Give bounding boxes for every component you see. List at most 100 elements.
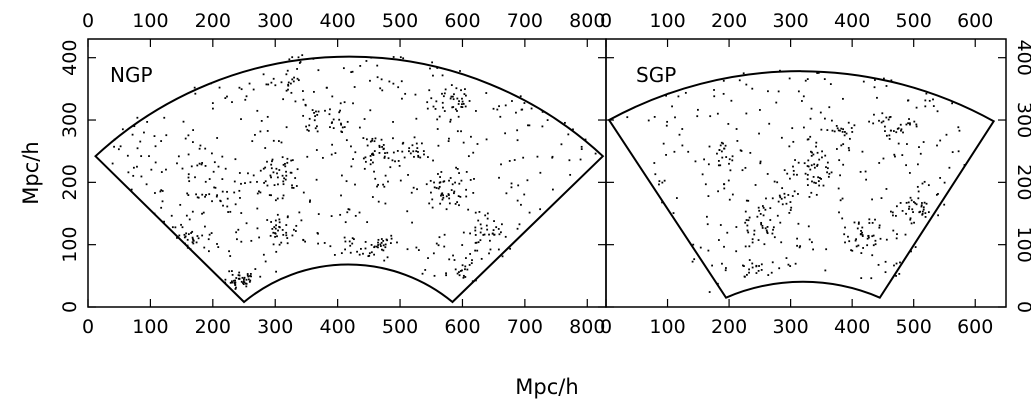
- sgp-galaxy-point: [827, 175, 830, 178]
- ngp-galaxy-point: [280, 241, 283, 244]
- sgp-galaxy-point: [725, 156, 728, 158]
- ngp-galaxy-point: [435, 242, 438, 245]
- ngp-xtick-label-top: 600: [444, 10, 480, 32]
- sgp-galaxy-point: [897, 142, 900, 145]
- ngp-galaxy-point: [234, 283, 237, 286]
- ngp-galaxy-point: [515, 111, 517, 114]
- ngp-galaxy-point: [546, 119, 549, 121]
- sgp-galaxy-point: [722, 142, 724, 145]
- ngp-galaxy-point: [382, 183, 385, 186]
- sgp-galaxy-point: [837, 187, 840, 190]
- sgp-galaxy-point: [917, 197, 920, 200]
- ngp-galaxy-point: [213, 161, 216, 164]
- sgp-galaxy-point: [744, 221, 747, 224]
- ngp-galaxy-point: [249, 273, 252, 275]
- sgp-galaxy-point: [807, 225, 810, 228]
- sgp-galaxy-point: [861, 231, 863, 234]
- sgp-galaxy-point: [921, 210, 924, 213]
- sgp-galaxy-point: [893, 153, 896, 156]
- ngp-galaxy-point: [468, 264, 471, 266]
- ngp-galaxy-point: [297, 79, 300, 82]
- ngp-galaxy-point: [292, 80, 295, 83]
- ngp-galaxy-point: [121, 128, 124, 131]
- ngp-galaxy-point: [289, 82, 292, 85]
- ngp-galaxy-point: [457, 115, 460, 118]
- ngp-galaxy-point: [486, 217, 489, 220]
- sgp-galaxy-point: [816, 72, 819, 74]
- sgp-galaxy-point: [894, 155, 896, 158]
- ngp-galaxy-point: [204, 180, 207, 183]
- ngp-galaxy-point: [277, 183, 279, 186]
- sgp-galaxy-point: [871, 221, 874, 224]
- ngp-galaxy-point: [212, 170, 215, 173]
- ngp-galaxy-point: [161, 200, 164, 203]
- sgp-galaxy-point: [691, 260, 694, 263]
- ngp-galaxy-point: [354, 214, 357, 217]
- ngp-galaxy-point: [190, 232, 192, 234]
- ngp-galaxy-point: [510, 182, 513, 185]
- ngp-galaxy-point: [381, 146, 384, 148]
- sgp-galaxy-point: [694, 160, 697, 163]
- ngp-survey-boundary: [94, 55, 605, 304]
- ngp-galaxy-point: [259, 130, 262, 133]
- ngp-galaxy-point: [208, 178, 211, 180]
- ngp-galaxy-point: [270, 167, 273, 170]
- ngp-galaxy-point: [401, 97, 403, 100]
- sgp-galaxy-point: [741, 169, 744, 172]
- ngp-galaxy-point: [458, 271, 460, 273]
- sgp-galaxy-point: [874, 243, 877, 246]
- ngp-galaxy-point: [384, 202, 387, 205]
- ngp-galaxy-point: [224, 167, 227, 170]
- ngp-galaxy-point: [380, 241, 383, 244]
- ngp-galaxy-point: [340, 252, 343, 255]
- ngp-galaxy-point: [302, 98, 305, 101]
- sgp-galaxy-point: [761, 205, 764, 207]
- ngp-galaxy-point: [187, 153, 190, 156]
- sgp-galaxy-point: [909, 218, 912, 221]
- ngp-galaxy-point: [245, 278, 248, 281]
- ngp-galaxy-point: [291, 159, 294, 162]
- ngp-galaxy-point: [520, 203, 522, 206]
- ngp-galaxy-point: [392, 56, 395, 58]
- ngp-galaxy-point: [163, 116, 166, 119]
- ngp-galaxy-point: [430, 191, 432, 194]
- ngp-galaxy-point: [194, 176, 196, 179]
- ngp-galaxy-point: [459, 70, 461, 72]
- ngp-galaxy-point: [186, 244, 189, 247]
- sgp-galaxy-point: [859, 170, 862, 173]
- ngp-xtick-label-top: 400: [320, 10, 356, 32]
- ngp-galaxy-point: [229, 210, 232, 213]
- sgp-galaxy-point: [789, 177, 791, 180]
- sgp-galaxy-point: [913, 221, 915, 224]
- sgp-galaxy-point: [948, 166, 951, 169]
- sgp-galaxy-point: [913, 201, 915, 203]
- sgp-galaxy-point: [751, 266, 754, 269]
- ngp-galaxy-point: [184, 242, 186, 245]
- ngp-galaxy-point: [417, 154, 420, 157]
- ngp-galaxy-point: [314, 115, 316, 118]
- ngp-galaxy-point: [299, 61, 302, 63]
- sgp-frame: [605, 38, 1007, 308]
- ngp-galaxy-point: [340, 194, 342, 197]
- sgp-galaxy-point: [842, 143, 845, 146]
- ngp-galaxy-point: [160, 140, 163, 142]
- ngp-galaxy-point: [282, 180, 285, 183]
- ngp-galaxy-point: [278, 243, 281, 246]
- sgp-galaxy-point: [727, 179, 730, 182]
- ngp-galaxy-point: [340, 123, 343, 126]
- ngp-galaxy-point: [201, 193, 204, 196]
- ngp-galaxy-point: [456, 130, 459, 133]
- ngp-galaxy-point: [291, 234, 294, 237]
- sgp-galaxy-point: [922, 141, 925, 143]
- ngp-galaxy-point: [275, 167, 278, 170]
- ngp-galaxy-point: [477, 241, 480, 244]
- sgp-galaxy-point: [815, 145, 817, 148]
- sgp-galaxy-point: [893, 264, 895, 267]
- ngp-galaxy-point: [145, 183, 148, 186]
- ngp-galaxy-point: [377, 238, 380, 241]
- ngp-galaxy-point: [176, 162, 178, 165]
- ngp-galaxy-point: [505, 192, 508, 195]
- sgp-galaxy-point: [806, 178, 809, 181]
- ngp-galaxy-point: [389, 166, 392, 169]
- ngp-galaxy-point: [447, 193, 450, 195]
